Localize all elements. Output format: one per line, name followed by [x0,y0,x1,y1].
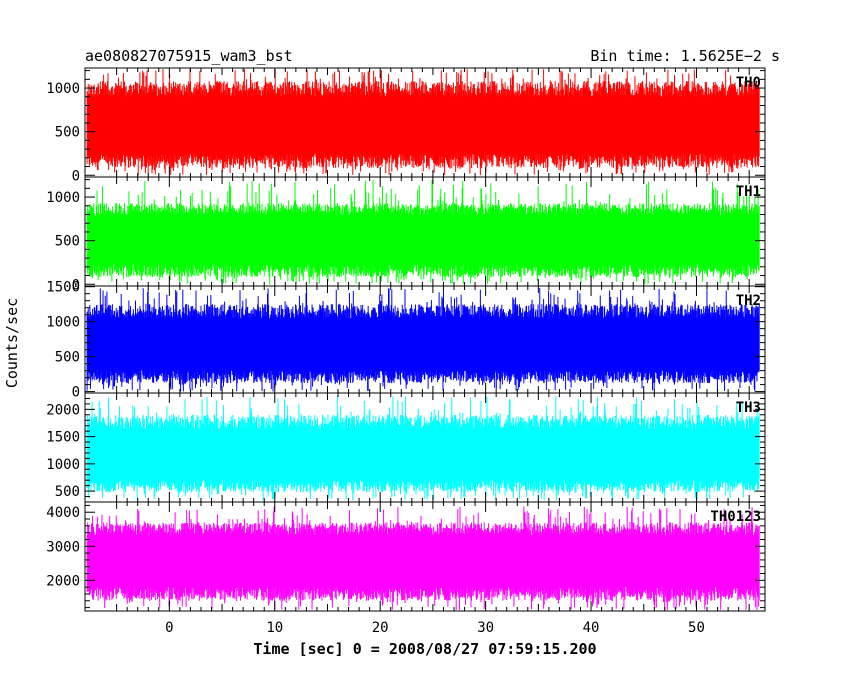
y-tick-label: 0 [72,277,80,293]
chart-title: ae080827075915_wam3_bst [85,47,293,65]
y-tick-label: 500 [55,350,80,366]
y-tick-label: 1000 [46,190,80,206]
y-tick-label: 1000 [46,315,80,331]
series-th0123-trace [86,506,760,610]
panel-label-th3: TH3 [736,400,761,416]
x-tick-label: 30 [477,620,494,636]
y-tick-label: 4000 [46,505,80,521]
panel-label-th0: TH0 [736,75,761,91]
x-tick-label: 0 [165,620,173,636]
x-tick-label: 10 [266,620,283,636]
x-axis-label: Time [sec] 0 = 2008/08/27 07:59:15.200 [253,640,596,658]
y-tick-label: 500 [55,234,80,250]
y-tick-label: 1500 [46,280,80,296]
y-tick-label: 500 [55,484,80,500]
series-th1-trace [86,179,760,285]
y-tick-label: 2000 [46,402,80,418]
y-tick-label: 1000 [46,457,80,473]
series-th3-trace [86,395,760,501]
y-tick-label: 1500 [46,430,80,446]
y-axis-label: Counts/sec [3,298,21,388]
y-tick-label: 0 [72,385,80,401]
series-th0-trace [86,69,760,176]
y-tick-label: 500 [55,125,80,141]
panel-label-th0123: TH0123 [710,509,761,525]
panel-frame-th0123 [84,501,766,612]
y-tick-label: 1000 [46,81,80,97]
panel-label-th1: TH1 [736,184,761,200]
x-tick-label: 20 [372,620,389,636]
y-tick-label: 0 [72,168,80,184]
chart-subtitle: Bin time: 1.5625E−2 s [590,47,780,65]
series-th2-trace [86,287,760,392]
y-tick-label: 2000 [46,573,80,589]
y-tick-label: 3000 [46,539,80,555]
panel-label-th2: TH2 [736,293,761,309]
x-tick-label: 50 [688,620,705,636]
x-tick-label: 40 [583,620,600,636]
